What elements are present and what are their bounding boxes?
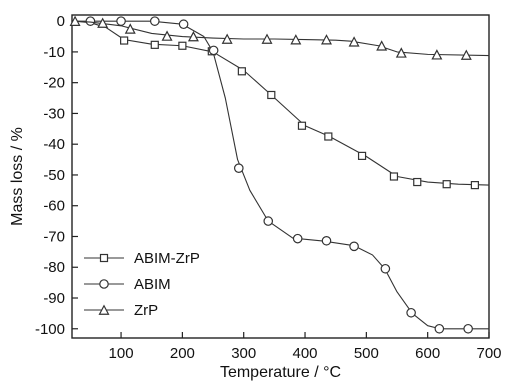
legend-label: ABIM-ZrP: [134, 250, 200, 267]
data-point: [324, 132, 333, 141]
x-axis-title: Temperature / °C: [220, 364, 341, 381]
data-point: [69, 15, 81, 27]
y-tick-label: -50: [43, 167, 65, 184]
legend-marker: [99, 279, 109, 289]
data-point: [431, 49, 443, 60]
y-tick-label: -80: [43, 259, 65, 276]
y-tick-label: -60: [43, 198, 65, 215]
x-tick-label: 600: [415, 345, 440, 362]
data-point: [297, 121, 307, 130]
data-point: [208, 45, 219, 56]
y-axis-title: Mass loss / %: [9, 127, 26, 226]
data-point: [124, 23, 136, 34]
data-point: [413, 177, 422, 187]
data-point: [116, 16, 126, 26]
x-tick-label: 100: [109, 345, 134, 362]
data-point: [395, 47, 407, 58]
series-zrp: [69, 15, 490, 60]
x-tick-label: 400: [293, 345, 318, 362]
data-point: [261, 33, 273, 44]
data-point: [149, 16, 160, 26]
legend-item-abim: ABIM: [84, 276, 171, 293]
data-point: [389, 172, 399, 181]
data-point: [161, 30, 173, 41]
data-point: [292, 233, 303, 244]
series-line: [74, 20, 490, 57]
data-point: [320, 34, 332, 45]
series-abim-zrp: [74, 20, 490, 190]
data-point: [263, 216, 274, 226]
data-point: [442, 180, 451, 189]
legend-label: ZrP: [134, 302, 158, 319]
x-tick-label: 300: [231, 345, 256, 362]
data-point: [234, 163, 244, 173]
data-point: [85, 16, 96, 26]
data-point: [376, 40, 388, 51]
x-tick-label: 700: [476, 345, 501, 362]
data-point: [267, 90, 276, 100]
data-point: [120, 36, 129, 45]
y-tick-label: -100: [35, 321, 65, 338]
legend-marker: [98, 304, 110, 315]
data-point: [349, 241, 359, 252]
y-tick-label: -20: [43, 75, 65, 92]
legend-marker: [99, 253, 109, 263]
data-point: [380, 263, 391, 274]
data-point: [434, 323, 445, 334]
y-tick-label: -30: [43, 105, 65, 122]
data-point: [97, 17, 109, 28]
data-point: [237, 67, 246, 76]
data-point: [221, 33, 233, 44]
y-tick-label: -40: [43, 136, 65, 153]
legend-label: ABIM: [134, 276, 171, 293]
data-point: [321, 235, 332, 246]
series-line: [74, 20, 490, 186]
data-point: [357, 151, 367, 160]
data-point: [150, 40, 159, 49]
data-point: [348, 36, 360, 47]
x-tick-label: 200: [170, 345, 195, 362]
data-point: [406, 307, 416, 318]
y-tick-label: 0: [57, 13, 65, 30]
legend-item-abim-zrp: ABIM-ZrP: [84, 250, 200, 267]
legend-item-zrp: ZrP: [84, 302, 158, 319]
y-tick-label: -90: [43, 290, 65, 307]
data-point: [470, 181, 479, 190]
series-abim: [74, 16, 490, 334]
y-tick-label: -10: [43, 44, 65, 61]
data-point: [463, 323, 473, 334]
data-point: [187, 31, 199, 42]
data-point: [290, 34, 302, 45]
data-point: [178, 19, 189, 30]
data-point: [460, 49, 472, 60]
plot-frame: [71, 14, 490, 339]
y-tick-label: -70: [43, 228, 65, 245]
data-point: [178, 41, 187, 50]
x-tick-label: 500: [354, 345, 379, 362]
